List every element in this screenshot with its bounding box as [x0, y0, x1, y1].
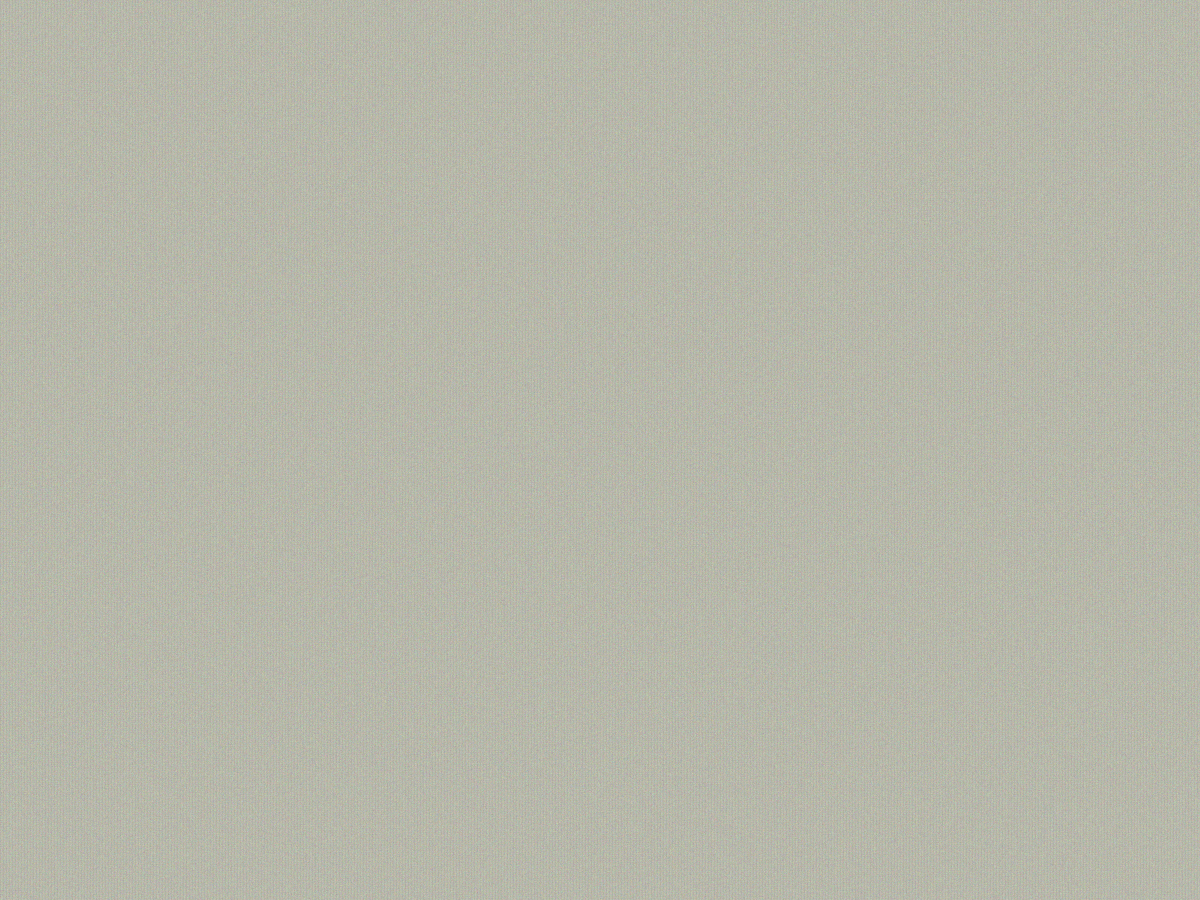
- Text: .: .: [727, 274, 734, 294]
- Text: Write the standard form of the equation of the circle described below.: Write the standard form of the equation …: [164, 162, 1103, 185]
- Text: (Type an equation. Simplify your answer.): (Type an equation. Simplify your answer.…: [164, 302, 686, 322]
- Text: The standard form of the equation of the circle is: The standard form of the equation of the…: [164, 274, 785, 294]
- Text: Center (−6,8),  r=6: Center (−6,8), r=6: [202, 217, 470, 241]
